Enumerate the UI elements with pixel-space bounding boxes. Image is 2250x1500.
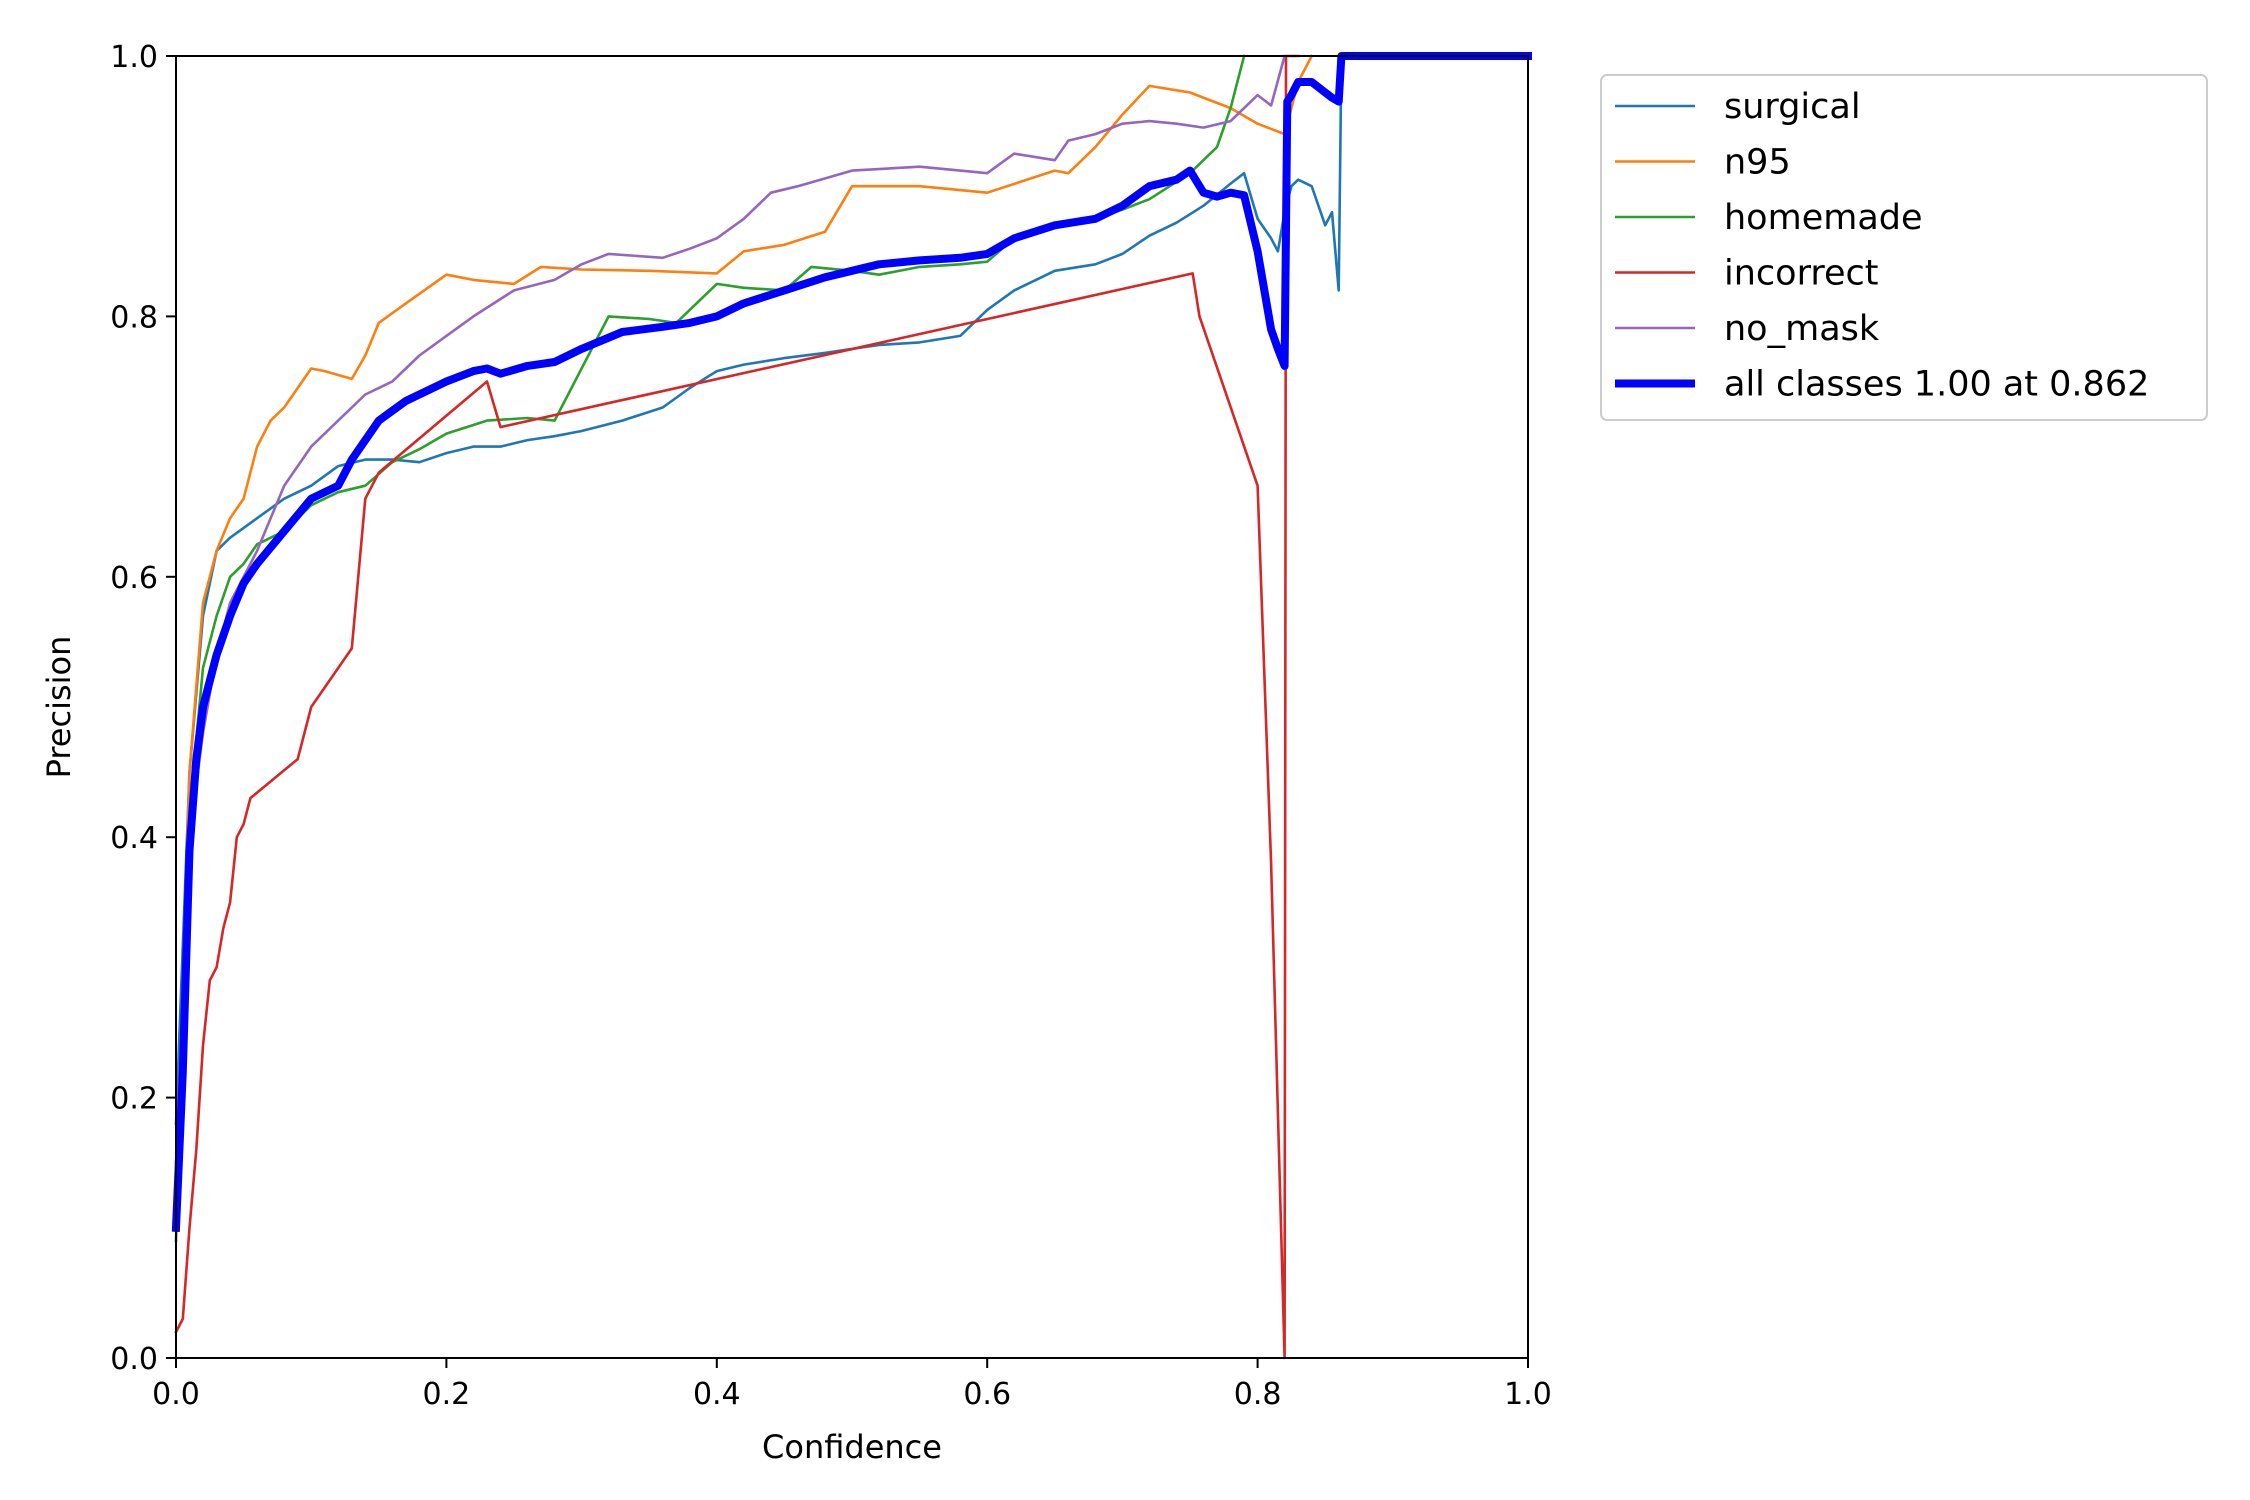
x-tick-label: 0.2 [423, 1377, 471, 1412]
x-tick-label: 1.0 [1504, 1377, 1552, 1412]
legend-label: no_mask [1724, 309, 1880, 349]
x-tick-label: 0.8 [1234, 1377, 1282, 1412]
x-tick-label: 0.4 [693, 1377, 741, 1412]
x-tick-label: 0.6 [963, 1377, 1011, 1412]
y-tick-label: 0.4 [110, 821, 158, 856]
y-tick-label: 0.8 [110, 300, 158, 335]
legend-label: all classes 1.00 at 0.862 [1724, 365, 2149, 405]
legend-frame [1600, 74, 2208, 421]
y-axis: 0.0 0.2 0.4 0.6 0.8 1.0 [110, 40, 176, 1377]
legend-label: incorrect [1724, 254, 1878, 294]
series-line-surgical [174, 54, 1530, 1125]
legend-label: n95 [1724, 143, 1791, 183]
y-tick-label: 0.6 [110, 561, 158, 596]
legend-label: homemade [1724, 198, 1923, 238]
series-line-no-mask [174, 54, 1287, 1165]
series-line-incorrect [174, 54, 1300, 1360]
x-axis: 0.0 0.2 0.4 0.6 0.8 1.0 [152, 1358, 1552, 1412]
y-tick-label: 1.0 [110, 40, 158, 75]
y-tick-label: 0.2 [110, 1082, 158, 1117]
y-tick-label: 0.0 [110, 1342, 158, 1377]
series-line-all-classes [171, 52, 1532, 1232]
y-axis-title: Precision [40, 636, 78, 779]
series-layer [171, 52, 1532, 1360]
plot-frame [175, 55, 1529, 1359]
x-axis-title: Confidence [762, 1428, 942, 1466]
plot-area [171, 52, 1532, 1360]
x-tick-label: 0.0 [152, 1377, 200, 1412]
legend-label: surgical [1724, 87, 1861, 127]
series-line-n95 [174, 54, 1314, 1204]
